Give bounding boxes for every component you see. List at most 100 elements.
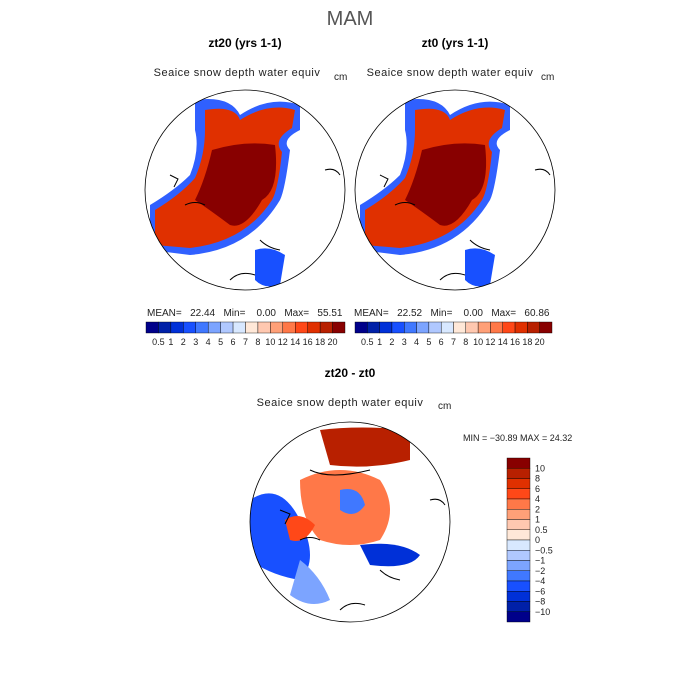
diff-negative-central [340,489,365,514]
colorbar-swatch [506,539,531,551]
colorbar-swatch [506,560,531,571]
map-border-zt20 [144,89,346,291]
colorbar-swatch [527,321,540,334]
colorbar-tick-label: 16 [510,337,520,347]
colorbar-tick-label: 1 [535,515,540,525]
colorbar-swatch [514,321,528,334]
colorbar-tick-label: 12 [485,337,495,347]
colorbar-swatch [506,498,531,510]
min-value: 0.00 [256,308,276,319]
colorbar-tick-label: −0.5 [535,545,553,555]
min-value: 0.00 [463,308,483,319]
colorbar-tick-label: 18 [522,337,532,347]
max-label: Max= [491,308,517,319]
colorbar-tick-label: −4 [535,576,545,586]
colorbar-tick-label: 10 [535,463,545,473]
colorbar-tick-label: −2 [535,566,545,576]
colorbar-swatch [367,321,380,334]
colorbar-swatch [158,321,172,334]
colorbar-swatch [453,321,467,334]
colorbar-swatch [506,570,531,582]
colorbar-tick-label: 6 [231,337,236,347]
colorbar-swatch [282,321,296,334]
colorbar-tick-label: 1 [377,337,382,347]
mean-value: 22.44 [190,308,216,319]
colorbar-swatch [506,611,531,623]
colorbar-tick-label: −8 [535,597,545,607]
colorbar-tick-label: 0 [535,535,540,545]
colorbar-tick-label: 3 [193,337,198,347]
colorbar-swatch [220,321,234,334]
units-zt0: cm [541,72,555,83]
snow-depth-max [405,143,487,226]
diff-positive-north [320,427,410,467]
polar-map-diff [250,427,446,611]
diff-negative-west [250,493,310,580]
colorbar-tick-label: 18 [315,337,325,347]
polar-map-zt0 [360,99,551,287]
colorbar-tick-label: 4 [206,337,211,347]
variable-label-zt20: Seaice snow depth water equiv [153,67,321,79]
colorbar-swatch [440,321,454,334]
colorbar-swatch [307,321,321,334]
colorbar-swatch [183,321,196,334]
max-label: Max= [284,308,310,319]
colorbar-swatch [195,321,209,334]
min-label: Min= [223,308,246,319]
colorbar-tick-label: 4 [414,337,419,347]
colorbar-swatch [428,321,442,334]
panel-title-diff: zt20 - zt0 [324,366,376,380]
diff-negative-east [360,543,420,567]
colorbar-swatch [465,321,479,334]
stats-diff: MIN = −30.89 MAX = 24.32 [463,433,573,443]
colorbar-tick-label: 12 [278,337,288,347]
panel-title-zt0: zt0 (yrs 1-1) [421,36,489,50]
colorbar-swatch [207,321,221,334]
colorbar-tick-label: 8 [255,337,260,347]
mean-label: MEAN= [147,308,182,319]
colorbar-swatch [232,321,246,334]
colorbar-swatch [506,509,531,520]
colorbar-swatch [506,488,531,500]
colorbar-swatch [270,321,284,334]
colorbar-tick-label: 3 [402,337,407,347]
variable-label-zt0: Seaice snow depth water equiv [366,67,534,79]
max-value: 55.51 [317,308,343,319]
colorbar-tick-label: −10 [535,607,550,617]
colorbar-swatch [332,321,346,334]
figure-title: MAM [326,8,374,30]
colorbar-tick-label: 14 [498,337,508,347]
units-diff: cm [438,401,452,412]
colorbar-swatch [257,321,271,334]
colorbar-tick-label: −6 [535,586,545,596]
colorbar-tick-label: 0.5 [535,525,548,535]
colorbar-tick-label: 2 [181,337,186,347]
colorbar-swatch [506,550,531,561]
colorbar-tick-label: 7 [451,337,456,347]
colorbar-swatch [416,321,430,334]
snow-depth-max [195,143,277,226]
colorbar-swatch [295,321,308,334]
colorbar-swatch [506,591,531,602]
colorbar-swatch [506,457,531,469]
colorbar-swatch [506,468,531,479]
barents-ice [465,248,495,287]
colorbar-zt20: 0.5 1 2 3 4 5 6 7 8 10 12 14 16 18 20 [145,321,346,347]
min-label: Min= [430,308,453,319]
map-border-diff [249,421,451,623]
units-zt20: cm [334,72,348,83]
colorbar-swatch [404,321,417,334]
colorbar-swatch [506,601,531,612]
diff-positive-southwest [285,516,315,541]
colorbar-swatch [506,478,531,489]
map-border-zt0 [354,89,556,291]
colorbar-swatch [170,321,184,334]
colorbar-swatch [477,321,491,334]
colorbar-swatch [354,321,368,334]
variable-label-diff: Seaice snow depth water equiv [256,397,424,409]
colorbar-tick-label: 20 [328,337,338,347]
max-value: 60.86 [524,308,550,319]
